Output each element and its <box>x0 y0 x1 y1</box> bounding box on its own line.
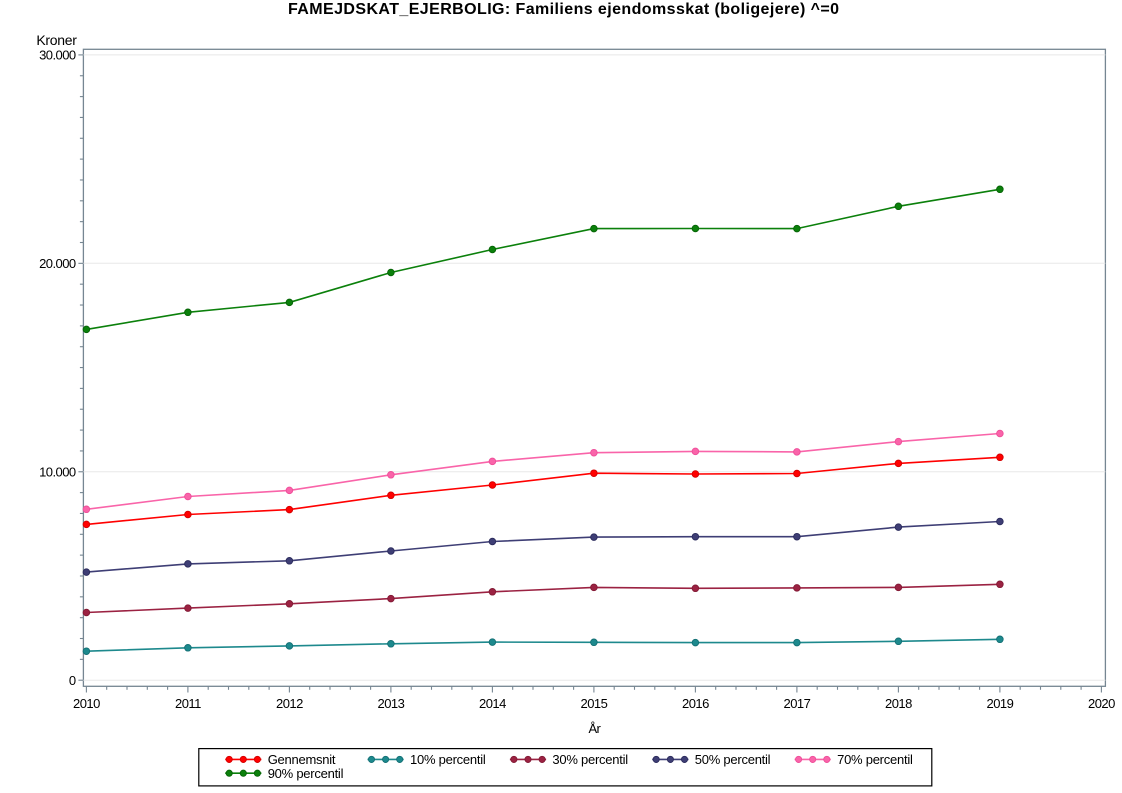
svg-text:90% percentil: 90% percentil <box>268 766 344 781</box>
svg-text:2010: 2010 <box>73 696 100 711</box>
svg-text:2015: 2015 <box>581 696 608 711</box>
svg-text:2013: 2013 <box>378 696 405 711</box>
svg-text:10% percentil: 10% percentil <box>410 752 486 767</box>
svg-text:2018: 2018 <box>885 696 912 711</box>
svg-text:Kroner: Kroner <box>36 32 77 48</box>
svg-text:30.000: 30.000 <box>39 48 76 63</box>
svg-text:70% percentil: 70% percentil <box>837 752 913 767</box>
svg-text:År: År <box>588 721 601 736</box>
svg-text:2014: 2014 <box>479 696 506 711</box>
svg-text:2017: 2017 <box>784 696 811 711</box>
svg-text:50% percentil: 50% percentil <box>695 752 771 767</box>
svg-text:2011: 2011 <box>175 696 201 711</box>
svg-text:2012: 2012 <box>276 696 303 711</box>
svg-text:2016: 2016 <box>682 696 709 711</box>
svg-text:20.000: 20.000 <box>39 256 76 271</box>
svg-text:30% percentil: 30% percentil <box>552 752 628 767</box>
svg-text:FAMEJDSKAT_EJERBOLIG: Familien: FAMEJDSKAT_EJERBOLIG: Familiens ejendoms… <box>288 1 839 18</box>
svg-text:0: 0 <box>69 673 76 688</box>
svg-text:2019: 2019 <box>987 696 1014 711</box>
svg-text:10.000: 10.000 <box>39 465 76 480</box>
svg-text:Gennemsnit: Gennemsnit <box>268 752 336 767</box>
svg-text:2020: 2020 <box>1088 696 1115 711</box>
